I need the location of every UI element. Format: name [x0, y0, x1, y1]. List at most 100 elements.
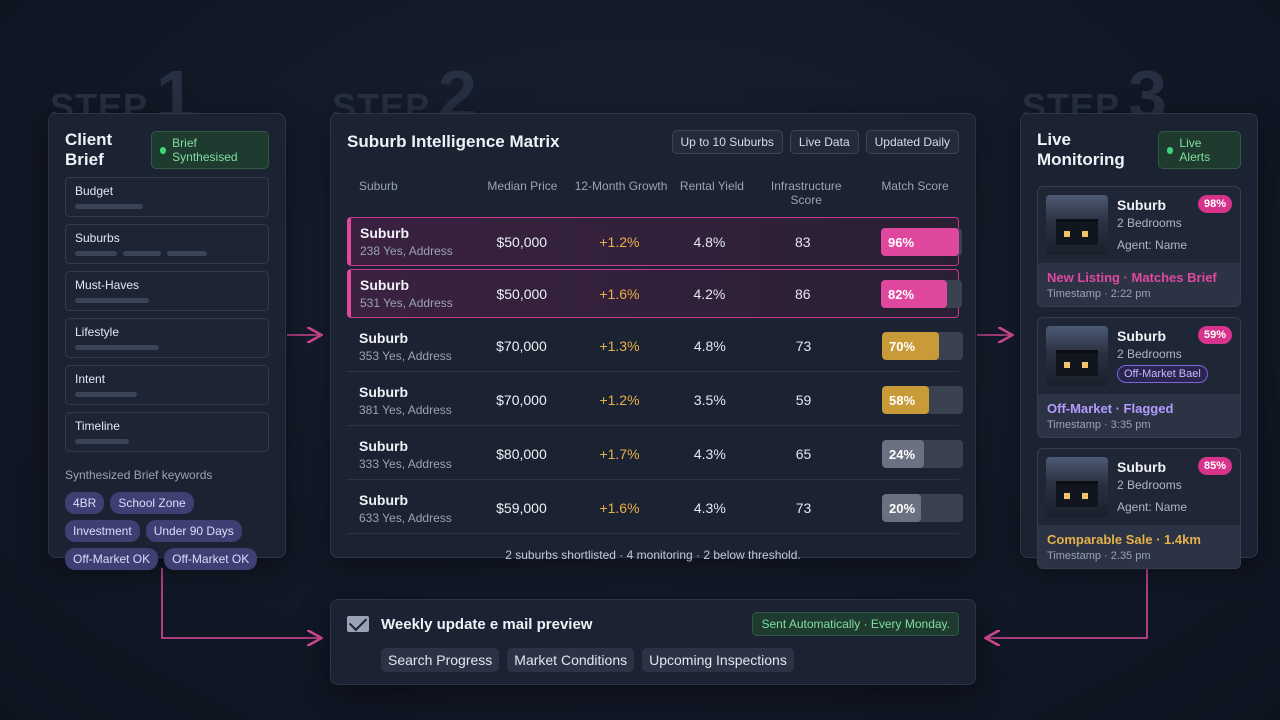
suburb-matrix-panel: Suburb Intelligence Matrix Up to 10 Subu… — [330, 113, 976, 562]
brief-field-timeline[interactable]: Timeline — [65, 412, 269, 452]
growth-value: +1.2% — [599, 233, 640, 250]
suburb-cell: Suburb 531 Yes, Address — [360, 277, 471, 310]
col-rental-yield[interactable]: Rental Yield — [679, 179, 744, 193]
pill-suburb-limit: Up to 10 Suburbs — [671, 130, 783, 154]
alert-card[interactable]: Suburb 2 Bedrooms Off-Market Bael 59% Off-Ma… — [1037, 317, 1241, 438]
suburb-cell: Suburb 381 Yes, Address — [359, 384, 471, 417]
suburb-address: 381 Yes, Address — [359, 402, 452, 417]
growth-value: +1.3% — [599, 338, 640, 354]
brief-field-budget[interactable]: Budget — [65, 177, 269, 217]
growth-value: +1.6% — [599, 285, 640, 302]
keyword-tag[interactable]: Off-Market OK — [65, 548, 159, 570]
suburb-address: 238 Yes, Address — [360, 244, 453, 258]
matrix-rows: Suburb 238 Yes, Address $50,000 +1.2% 4.8% 83… — [347, 217, 963, 534]
table-row[interactable]: Suburb 238 Yes, Address $50,000 +1.2% 4.8% 83… — [347, 217, 962, 266]
match-score-label: 96% — [888, 234, 915, 250]
keyword-tag[interactable]: 4BR — [65, 492, 105, 514]
infrastructure-score: 73 — [795, 500, 812, 516]
suburb-name: Suburb — [359, 437, 408, 454]
col-suburb[interactable]: Suburb — [359, 179, 398, 193]
suburb-name: Suburb — [359, 329, 408, 346]
pill-updated-daily: Updated Daily — [865, 130, 959, 154]
keyword-tag[interactable]: Off-Market OK — [164, 548, 258, 570]
suburb-cell: Suburb 238 Yes, Address — [360, 225, 471, 258]
growth-value: +1.2% — [599, 392, 640, 408]
suburb-cell: Suburb 633 Yes, Address — [359, 492, 471, 525]
property-title: Suburb — [1117, 459, 1166, 475]
email-chip-search-progress[interactable]: Search Progress — [381, 648, 500, 672]
email-chip-upcoming-inspections[interactable]: Upcoming Inspections — [642, 648, 794, 672]
growth-value: +1.7% — [599, 446, 640, 462]
keyword-tag[interactable]: Investment — [65, 520, 140, 542]
match-score-bar: 82% — [881, 279, 962, 308]
brief-field-lifestyle[interactable]: Lifestyle — [65, 318, 269, 358]
infrastructure-score: 65 — [795, 446, 812, 462]
suburb-name: Suburb — [360, 277, 409, 293]
keyword-tag[interactable]: Under 90 Days — [145, 520, 242, 542]
match-score-bar: 70% — [882, 332, 963, 360]
infrastructure-score: 83 — [794, 233, 811, 250]
property-photo — [1046, 326, 1108, 386]
match-score-cell: 20% — [854, 494, 963, 522]
col-match-score[interactable]: Match Score — [881, 179, 949, 193]
table-row[interactable]: Suburb 633 Yes, Address $59,000 +1.6% 4.3% 73… — [347, 483, 963, 534]
match-badge: 98% — [1197, 195, 1232, 213]
suburb-address: 633 Yes, Address — [359, 510, 452, 525]
email-title: Weekly update e mail preview — [381, 615, 593, 633]
keyword-tag[interactable]: School Zone — [110, 492, 194, 514]
bedrooms: 2 Bedrooms — [1117, 216, 1182, 230]
match-score-label: 58% — [889, 393, 916, 408]
alert-card[interactable]: Suburb 2 Bedrooms Agent: Name 85% Comparable… — [1037, 448, 1241, 569]
rental-yield: 4.3% — [693, 500, 726, 516]
match-score-cell: 24% — [854, 440, 963, 468]
match-score-fill — [882, 332, 939, 360]
alert-card[interactable]: Suburb 2 Bedrooms Agent: Name 98% New Listin… — [1037, 186, 1241, 307]
col-growth[interactable]: 12-Month Growth — [574, 179, 668, 193]
brief-field-must-haves[interactable]: Must-Haves — [65, 271, 269, 311]
rental-yield: 3.5% — [693, 392, 726, 408]
median-price: $59,000 — [496, 500, 547, 516]
table-row[interactable]: Suburb 333 Yes, Address $80,000 +1.7% 4.3% 65… — [347, 429, 963, 480]
keyword-tags: 4BR School Zone Investment Under 90 Days… — [65, 492, 269, 570]
email-chip-market-conditions[interactable]: Market Conditions — [507, 648, 635, 672]
col-infrastructure[interactable]: Infrastructure Score — [770, 179, 842, 207]
status-dot-icon — [159, 146, 167, 154]
pill-live-data: Live Data — [789, 130, 859, 154]
brief-field-suburbs[interactable]: Suburbs — [65, 224, 269, 264]
match-score-label: 82% — [888, 286, 915, 302]
match-score-fill — [881, 279, 948, 308]
alert-cards: Suburb 2 Bedrooms Agent: Name 98% New Listin… — [1037, 186, 1241, 569]
off-market-tag: Off-Market Bael — [1117, 365, 1208, 383]
suburb-cell: Suburb 353 Yes, Address — [359, 330, 471, 363]
col-median-price[interactable]: Median Price — [487, 179, 558, 193]
matrix-title: Suburb Intelligence Matrix — [347, 132, 560, 151]
match-score-label: 70% — [889, 339, 916, 354]
matrix-summary: 2 suburbs shortlisted · 4 monitoring · 2… — [505, 548, 801, 562]
alert-event: Comparable Sale · 1.4km — [1047, 532, 1201, 547]
live-monitoring-panel: Live Monitoring Live Alerts Suburb 2 Bedr… — [1020, 113, 1258, 569]
suburb-name: Suburb — [359, 491, 408, 508]
suburb-name: Suburb — [359, 383, 408, 400]
brief-field-intent[interactable]: Intent — [65, 365, 269, 405]
property-title: Suburb — [1117, 328, 1166, 344]
status-dot-icon — [1166, 146, 1174, 154]
suburb-cell: Suburb 333 Yes, Address — [359, 438, 471, 471]
match-score-fill — [882, 440, 925, 468]
table-row[interactable]: Suburb 381 Yes, Address $70,000 +1.2% 3.5% 59… — [347, 375, 963, 426]
table-row[interactable]: Suburb 353 Yes, Address $70,000 +1.3% 4.8% 73… — [347, 321, 963, 372]
match-score-cell: 96% — [853, 227, 962, 256]
table-row[interactable]: Suburb 531 Yes, Address $50,000 +1.6% 4.2% 86… — [347, 269, 962, 318]
property-title: Suburb — [1117, 197, 1166, 213]
property-photo — [1046, 457, 1108, 517]
agent-name: Agent: Name — [1117, 238, 1188, 252]
suburb-name: Suburb — [360, 225, 409, 241]
infrastructure-score: 73 — [795, 338, 812, 354]
email-preview-panel: Weekly update e mail preview Sent Automa… — [330, 599, 976, 685]
match-badge: 59% — [1197, 326, 1232, 344]
client-brief-title: Client Brief — [65, 130, 113, 169]
brief-status-badge: Brief Synthesised — [150, 131, 269, 169]
suburb-address: 531 Yes, Address — [360, 296, 453, 310]
email-status-badge: Sent Automatically · Every Monday. — [752, 612, 959, 636]
bedrooms: 2 Bedrooms — [1117, 347, 1182, 361]
rental-yield: 4.3% — [693, 446, 726, 462]
